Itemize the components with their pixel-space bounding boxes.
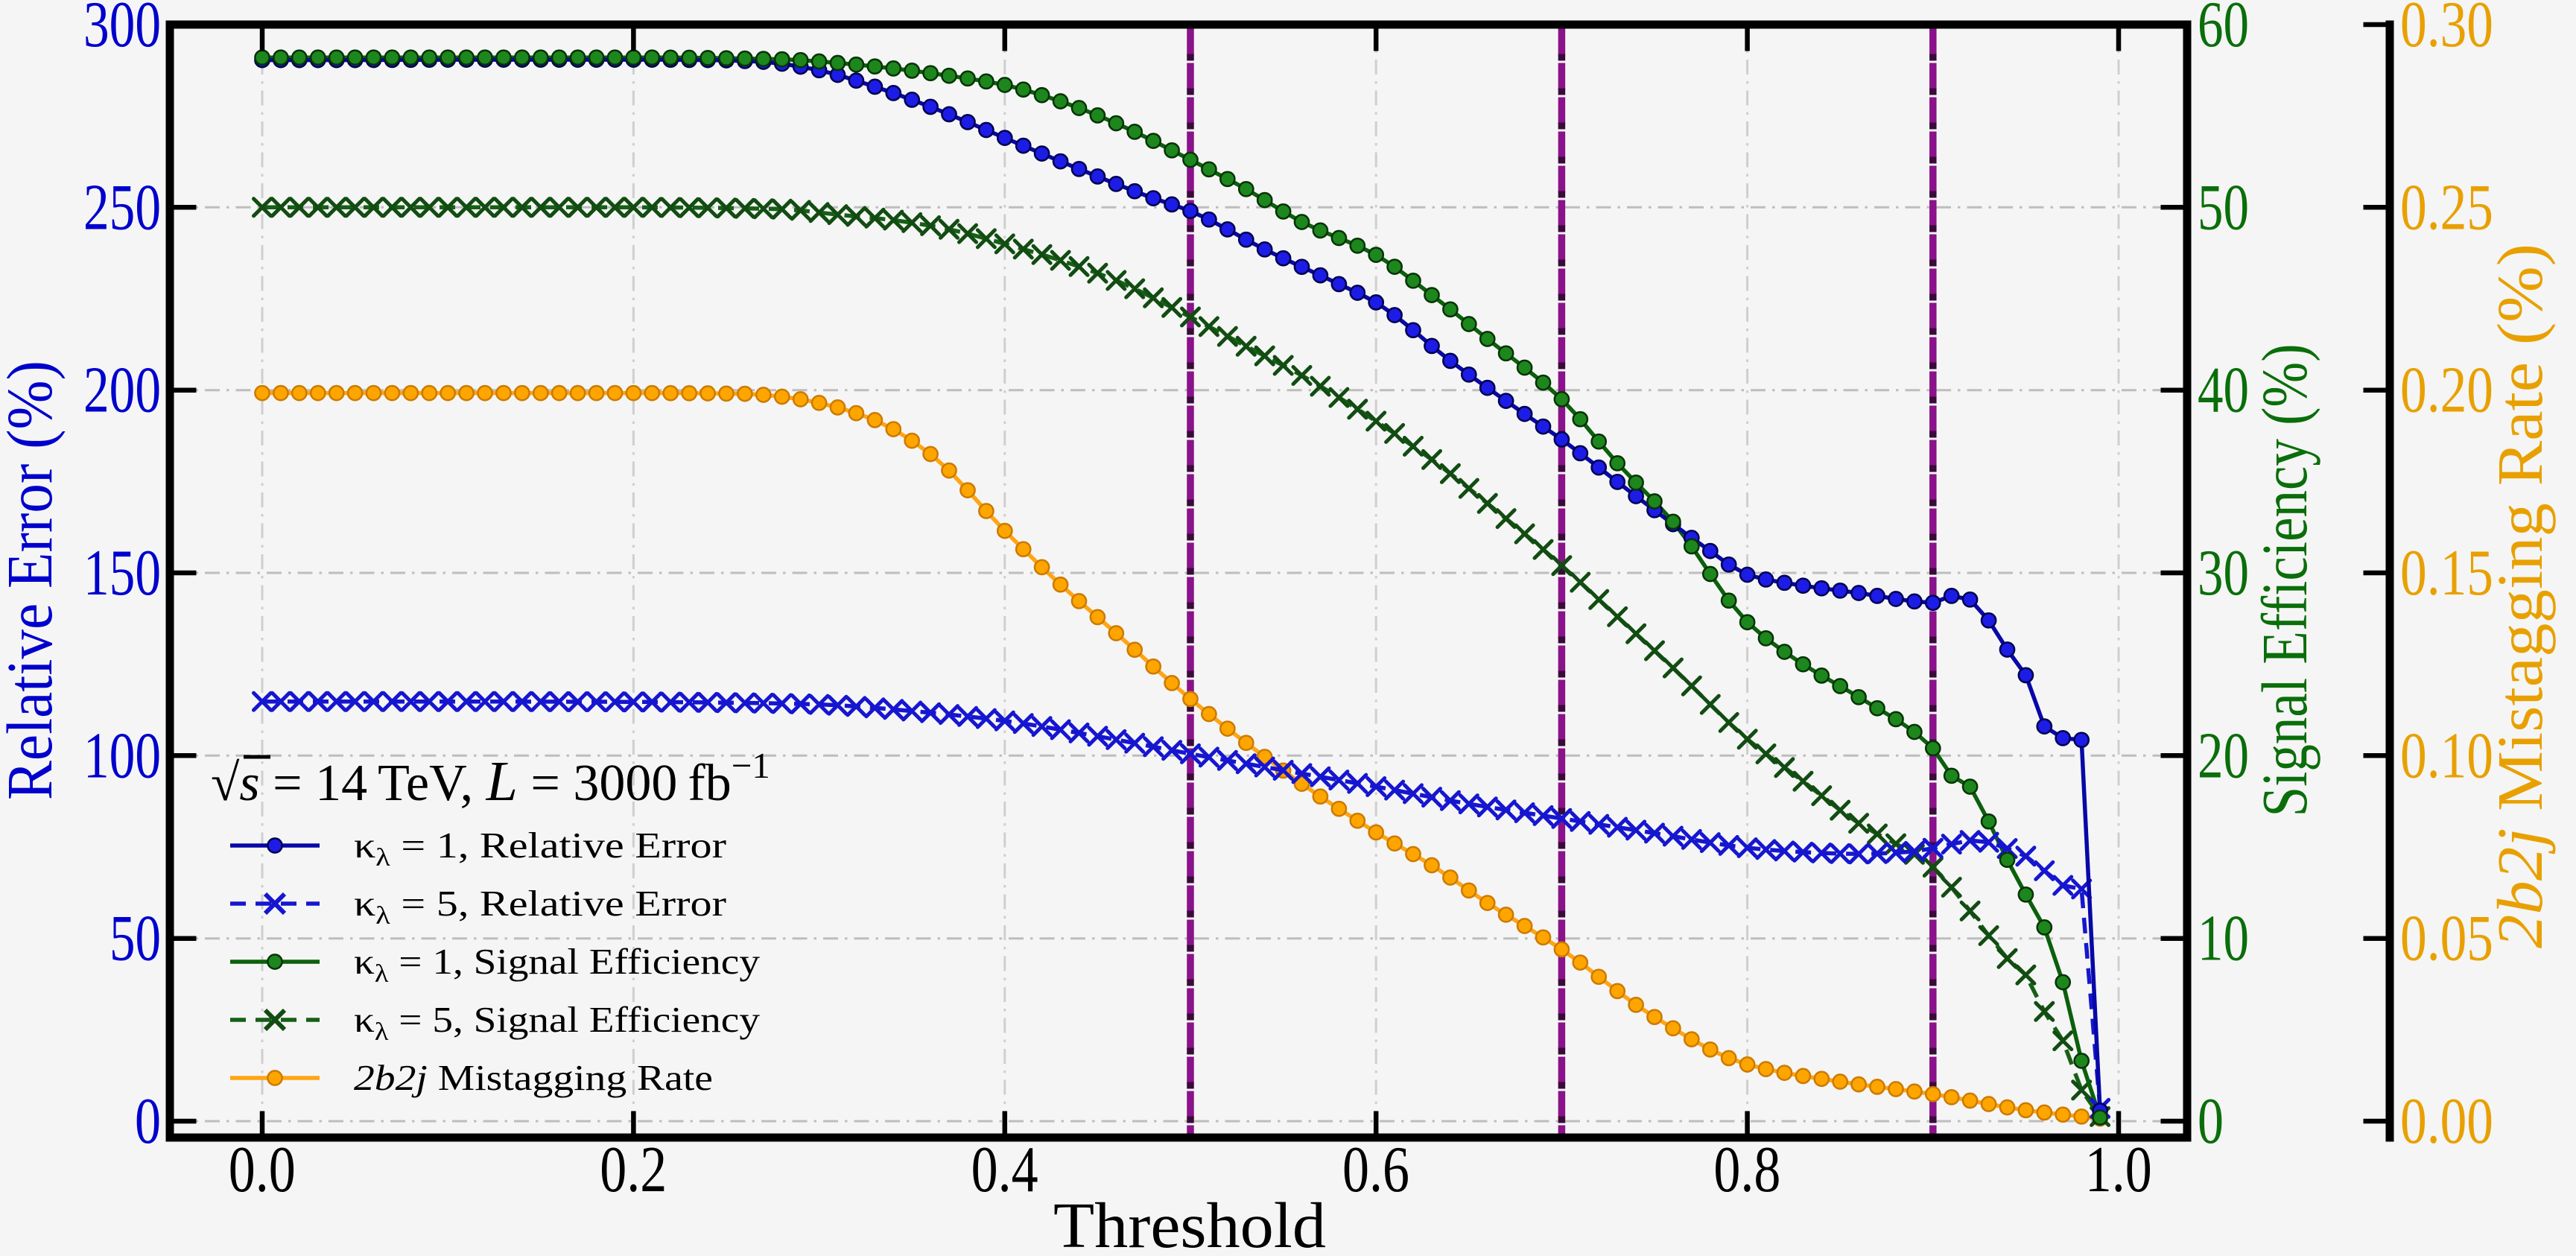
svg-text:2b2j Mistagging Rate: 2b2j Mistagging Rate [354,1057,713,1098]
svg-text:Relative Error (%): Relative Error (%) [0,361,66,800]
svg-text:Signal Efficiency (%): Signal Efficiency (%) [2248,344,2320,817]
svg-text:0.6: 0.6 [1342,1134,1409,1206]
svg-text:2b2j Mistagging Rate (%): 2b2j Mistagging Rate (%) [2484,244,2556,948]
svg-text:0.0: 0.0 [229,1134,296,1206]
svg-text:0: 0 [135,1085,161,1158]
svg-text:20: 20 [2198,720,2249,792]
svg-text:0.4: 0.4 [971,1134,1038,1206]
svg-text:κλ = 5, Signal Efficiency: κλ = 5, Signal Efficiency [354,999,761,1046]
svg-text:30: 30 [2198,537,2249,609]
svg-text:0.25: 0.25 [2400,171,2493,244]
svg-text:50: 50 [2198,171,2249,244]
svg-text:√s = 14 TeV, L = 3000 fb−1: √s = 14 TeV, L = 3000 fb−1 [211,745,770,813]
svg-text:0.15: 0.15 [2400,537,2493,609]
svg-text:150: 150 [83,537,161,609]
svg-text:0.20: 0.20 [2400,355,2493,427]
svg-text:0.10: 0.10 [2400,720,2493,792]
svg-text:0.8: 0.8 [1713,1134,1780,1206]
svg-text:0.05: 0.05 [2400,903,2493,975]
svg-text:50: 50 [110,903,161,975]
svg-text:κλ = 1, Signal Efficiency: κλ = 1, Signal Efficiency [354,941,761,988]
svg-text:200: 200 [83,355,161,427]
svg-text:κλ = 1, Relative Error: κλ = 1, Relative Error [354,825,726,872]
svg-text:1.0: 1.0 [2085,1134,2152,1206]
svg-text:κλ = 5, Relative Error: κλ = 5, Relative Error [354,883,726,930]
svg-text:250: 250 [83,171,161,244]
svg-text:Threshold: Threshold [1053,1189,1326,1256]
svg-text:300: 300 [83,0,161,61]
svg-text:0.30: 0.30 [2400,0,2493,61]
svg-text:60: 60 [2198,0,2249,61]
svg-text:0.2: 0.2 [600,1134,667,1206]
svg-text:10: 10 [2198,903,2249,975]
svg-text:0: 0 [2198,1085,2224,1158]
svg-text:0.00: 0.00 [2400,1085,2493,1158]
svg-text:100: 100 [83,720,161,792]
svg-text:40: 40 [2198,355,2249,427]
